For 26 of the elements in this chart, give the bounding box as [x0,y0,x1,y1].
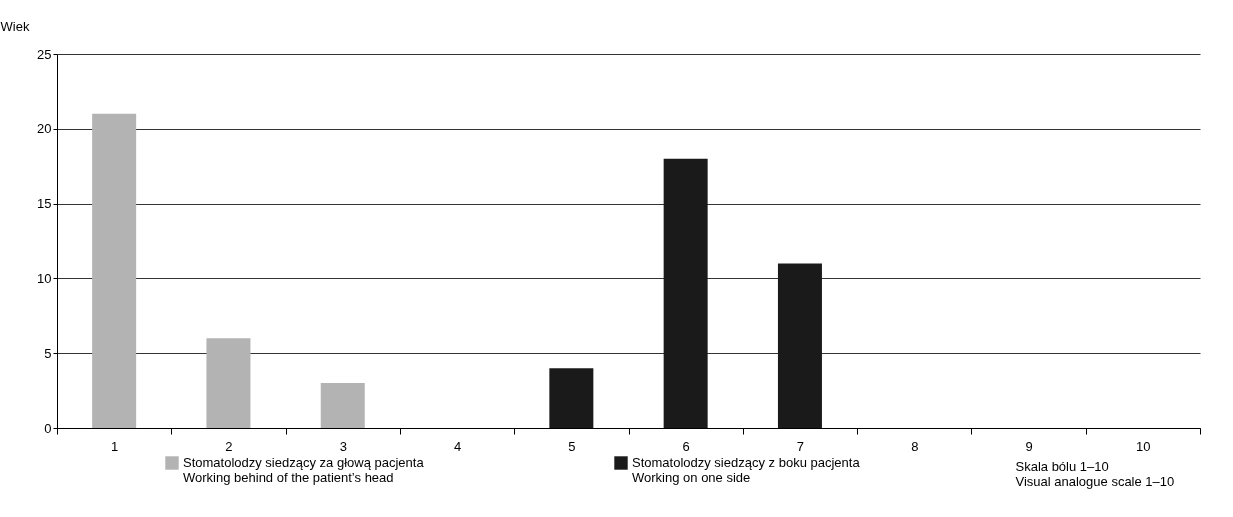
x-tick-label: 8 [911,438,919,454]
y-tick-label: 0 [44,420,52,436]
x-tick-label: 4 [453,438,462,454]
y-tick-label: 25 [37,46,52,62]
x-axis-title: Skala bólu 1–10 Visual analogue scale 1–10 [1015,458,1175,489]
x-tick-label: 9 [1025,438,1033,454]
x-tick-label: 2 [225,438,233,454]
y-tick-label: 10 [37,270,52,286]
legend-label: Stomatolodzy siedzący z boku pacjenta Working on one side [632,455,861,485]
x-tick-label: 10 [1136,438,1151,454]
x-tick-label: 6 [682,438,690,454]
bar [92,113,137,428]
x-tick-label: 1 [111,438,119,454]
bar [663,158,708,428]
x-tick-label: 7 [796,438,805,454]
bar [320,383,365,428]
bar [206,338,251,428]
bar [777,263,822,428]
x-tick-label: 3 [339,438,347,454]
bar [549,368,594,428]
y-tick-label: 5 [44,345,52,361]
legend-label: Stomatolodzy siedzący za głową pacjenta Working behind of the patient’s head [183,455,425,485]
y-tick-label: 15 [37,196,52,212]
y-tick-label: 20 [37,121,52,137]
x-tick-label: 5 [568,438,576,454]
y-axis-title: Wiek [0,18,30,34]
